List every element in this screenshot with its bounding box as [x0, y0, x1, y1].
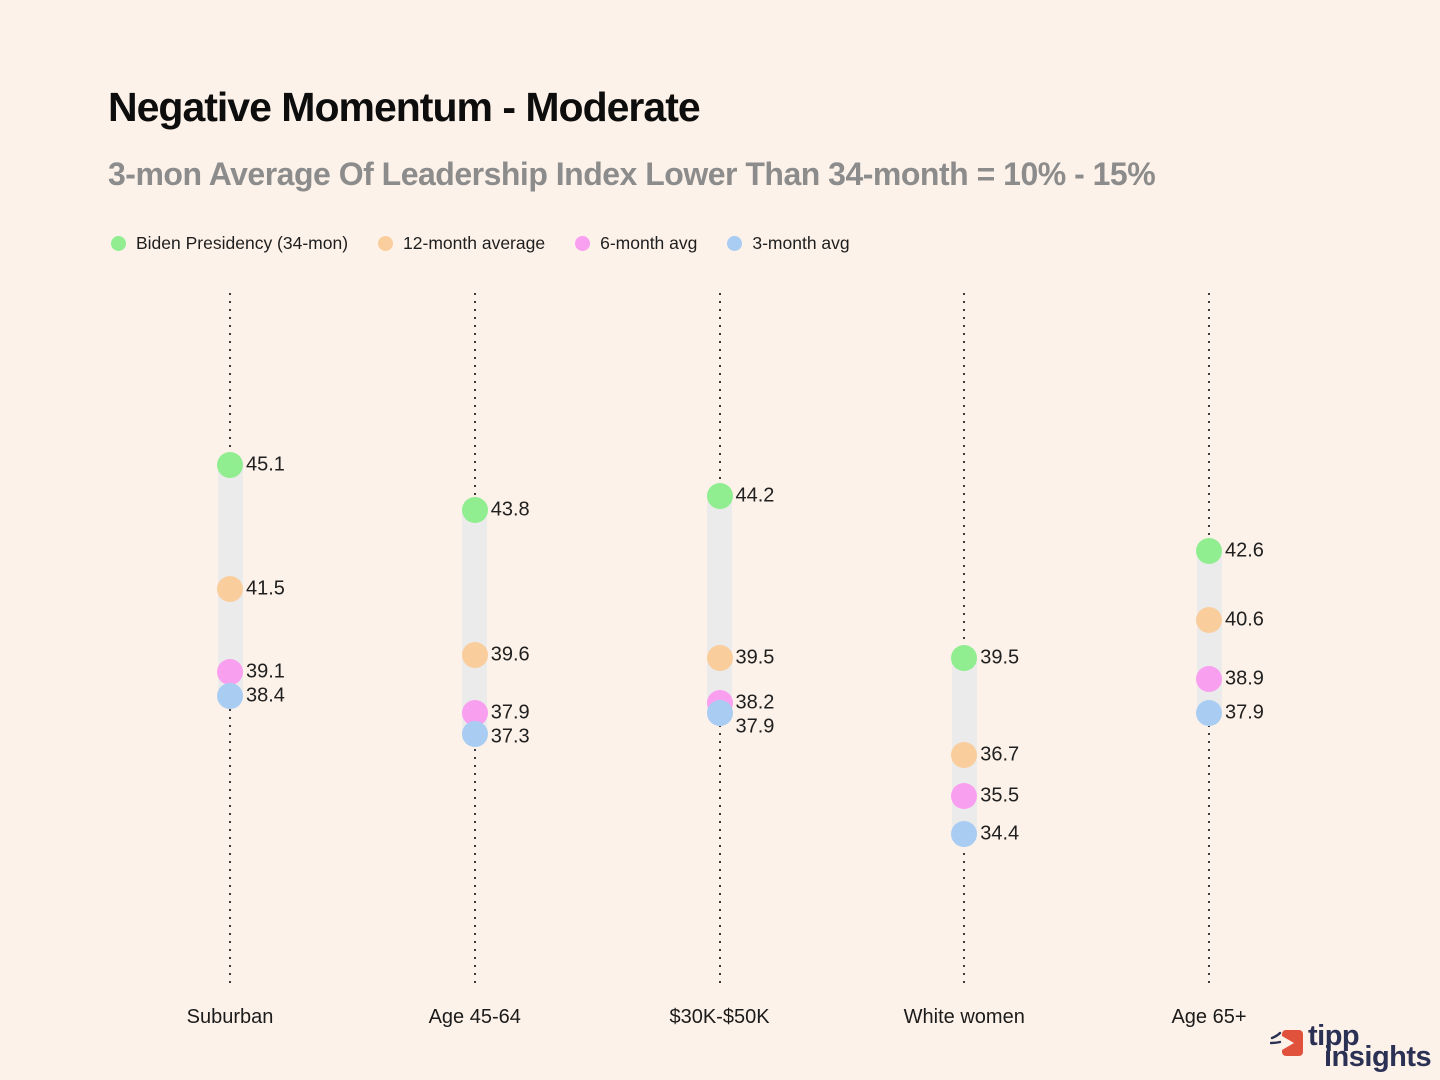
- data-point-dot[interactable]: [1196, 700, 1222, 727]
- tipp-insights-logo: tipp insights: [1270, 1020, 1432, 1073]
- value-range-band: [707, 483, 732, 727]
- data-point-dot[interactable]: [951, 783, 978, 810]
- legend-label: 12-month average: [403, 233, 546, 253]
- legend-item[interactable]: 3-month avg: [727, 233, 850, 254]
- data-point-dot[interactable]: [461, 496, 488, 523]
- category-label: Suburban: [186, 1006, 274, 1028]
- category-label: White women: [903, 1006, 1025, 1028]
- value-label: 45.1: [246, 453, 285, 476]
- value-label: 38.9: [1225, 667, 1264, 690]
- value-label: 40.6: [1225, 608, 1264, 631]
- value-label: 36.7: [980, 743, 1020, 766]
- category-label: Age 65+: [1171, 1006, 1247, 1028]
- category-label: $30K-$50K: [669, 1006, 770, 1028]
- legend-label: Biden Presidency (34-mon): [136, 233, 349, 253]
- category-label: Age 45-64: [428, 1006, 521, 1028]
- legend-label: 6-month avg: [600, 233, 698, 253]
- value-label: 37.9: [735, 715, 775, 738]
- value-label: 39.5: [980, 646, 1020, 669]
- legend-dot-icon: [727, 236, 743, 251]
- data-point-dot[interactable]: [217, 452, 243, 478]
- value-label: 43.8: [490, 498, 530, 521]
- value-label: 39.5: [735, 646, 775, 669]
- value-label: 41.5: [246, 577, 285, 600]
- data-point-dot[interactable]: [706, 483, 733, 510]
- value-label: 39.1: [246, 660, 285, 683]
- legend-label: 3-month avg: [752, 233, 850, 253]
- data-point-dot[interactable]: [706, 645, 733, 672]
- data-point-dot[interactable]: [1196, 607, 1222, 634]
- data-point-dot[interactable]: [951, 821, 978, 848]
- legend-dot-icon: [111, 236, 126, 251]
- data-point-dot[interactable]: [461, 721, 488, 748]
- data-point-dot[interactable]: [951, 741, 978, 768]
- value-label: 39.6: [490, 643, 530, 666]
- data-point-dot[interactable]: [1196, 538, 1222, 565]
- value-label: 34.4: [980, 822, 1020, 845]
- category-dotted-axis: [963, 293, 966, 985]
- legend-dot-icon: [575, 236, 591, 251]
- value-label: 37.9: [1225, 701, 1264, 724]
- page-title: Negative Momentum - Moderate: [108, 84, 701, 130]
- value-label: 44.2: [735, 484, 775, 507]
- data-point-dot[interactable]: [706, 700, 733, 727]
- value-label: 37.3: [490, 725, 530, 748]
- value-label: 38.2: [735, 691, 775, 714]
- legend-dot-icon: [378, 236, 394, 251]
- value-label: 42.6: [1225, 539, 1264, 562]
- legend-item[interactable]: 6-month avg: [575, 233, 697, 254]
- data-point-dot[interactable]: [217, 576, 243, 603]
- legend-item[interactable]: Biden Presidency (34-mon): [111, 233, 348, 254]
- legend: Biden Presidency (34-mon) 12-month averag…: [111, 233, 850, 254]
- data-point-dot[interactable]: [217, 683, 243, 710]
- value-label: 35.5: [980, 784, 1020, 807]
- tipp-insights-logo-icon: [1270, 1030, 1303, 1056]
- page-subtitle: 3-mon Average Of Leadership Index Lower …: [108, 156, 1156, 192]
- value-label: 37.9: [490, 701, 530, 724]
- legend-item[interactable]: 12-month average: [378, 233, 545, 254]
- data-point-dot[interactable]: [461, 641, 488, 668]
- data-point-dot[interactable]: [1196, 665, 1222, 692]
- data-point-dot[interactable]: [951, 645, 978, 672]
- brand-word-insights: insights: [1324, 1041, 1432, 1073]
- value-label: 38.4: [246, 684, 285, 707]
- data-point-dot[interactable]: [217, 659, 243, 685]
- brand-word-tipp: tipp: [1308, 1020, 1360, 1052]
